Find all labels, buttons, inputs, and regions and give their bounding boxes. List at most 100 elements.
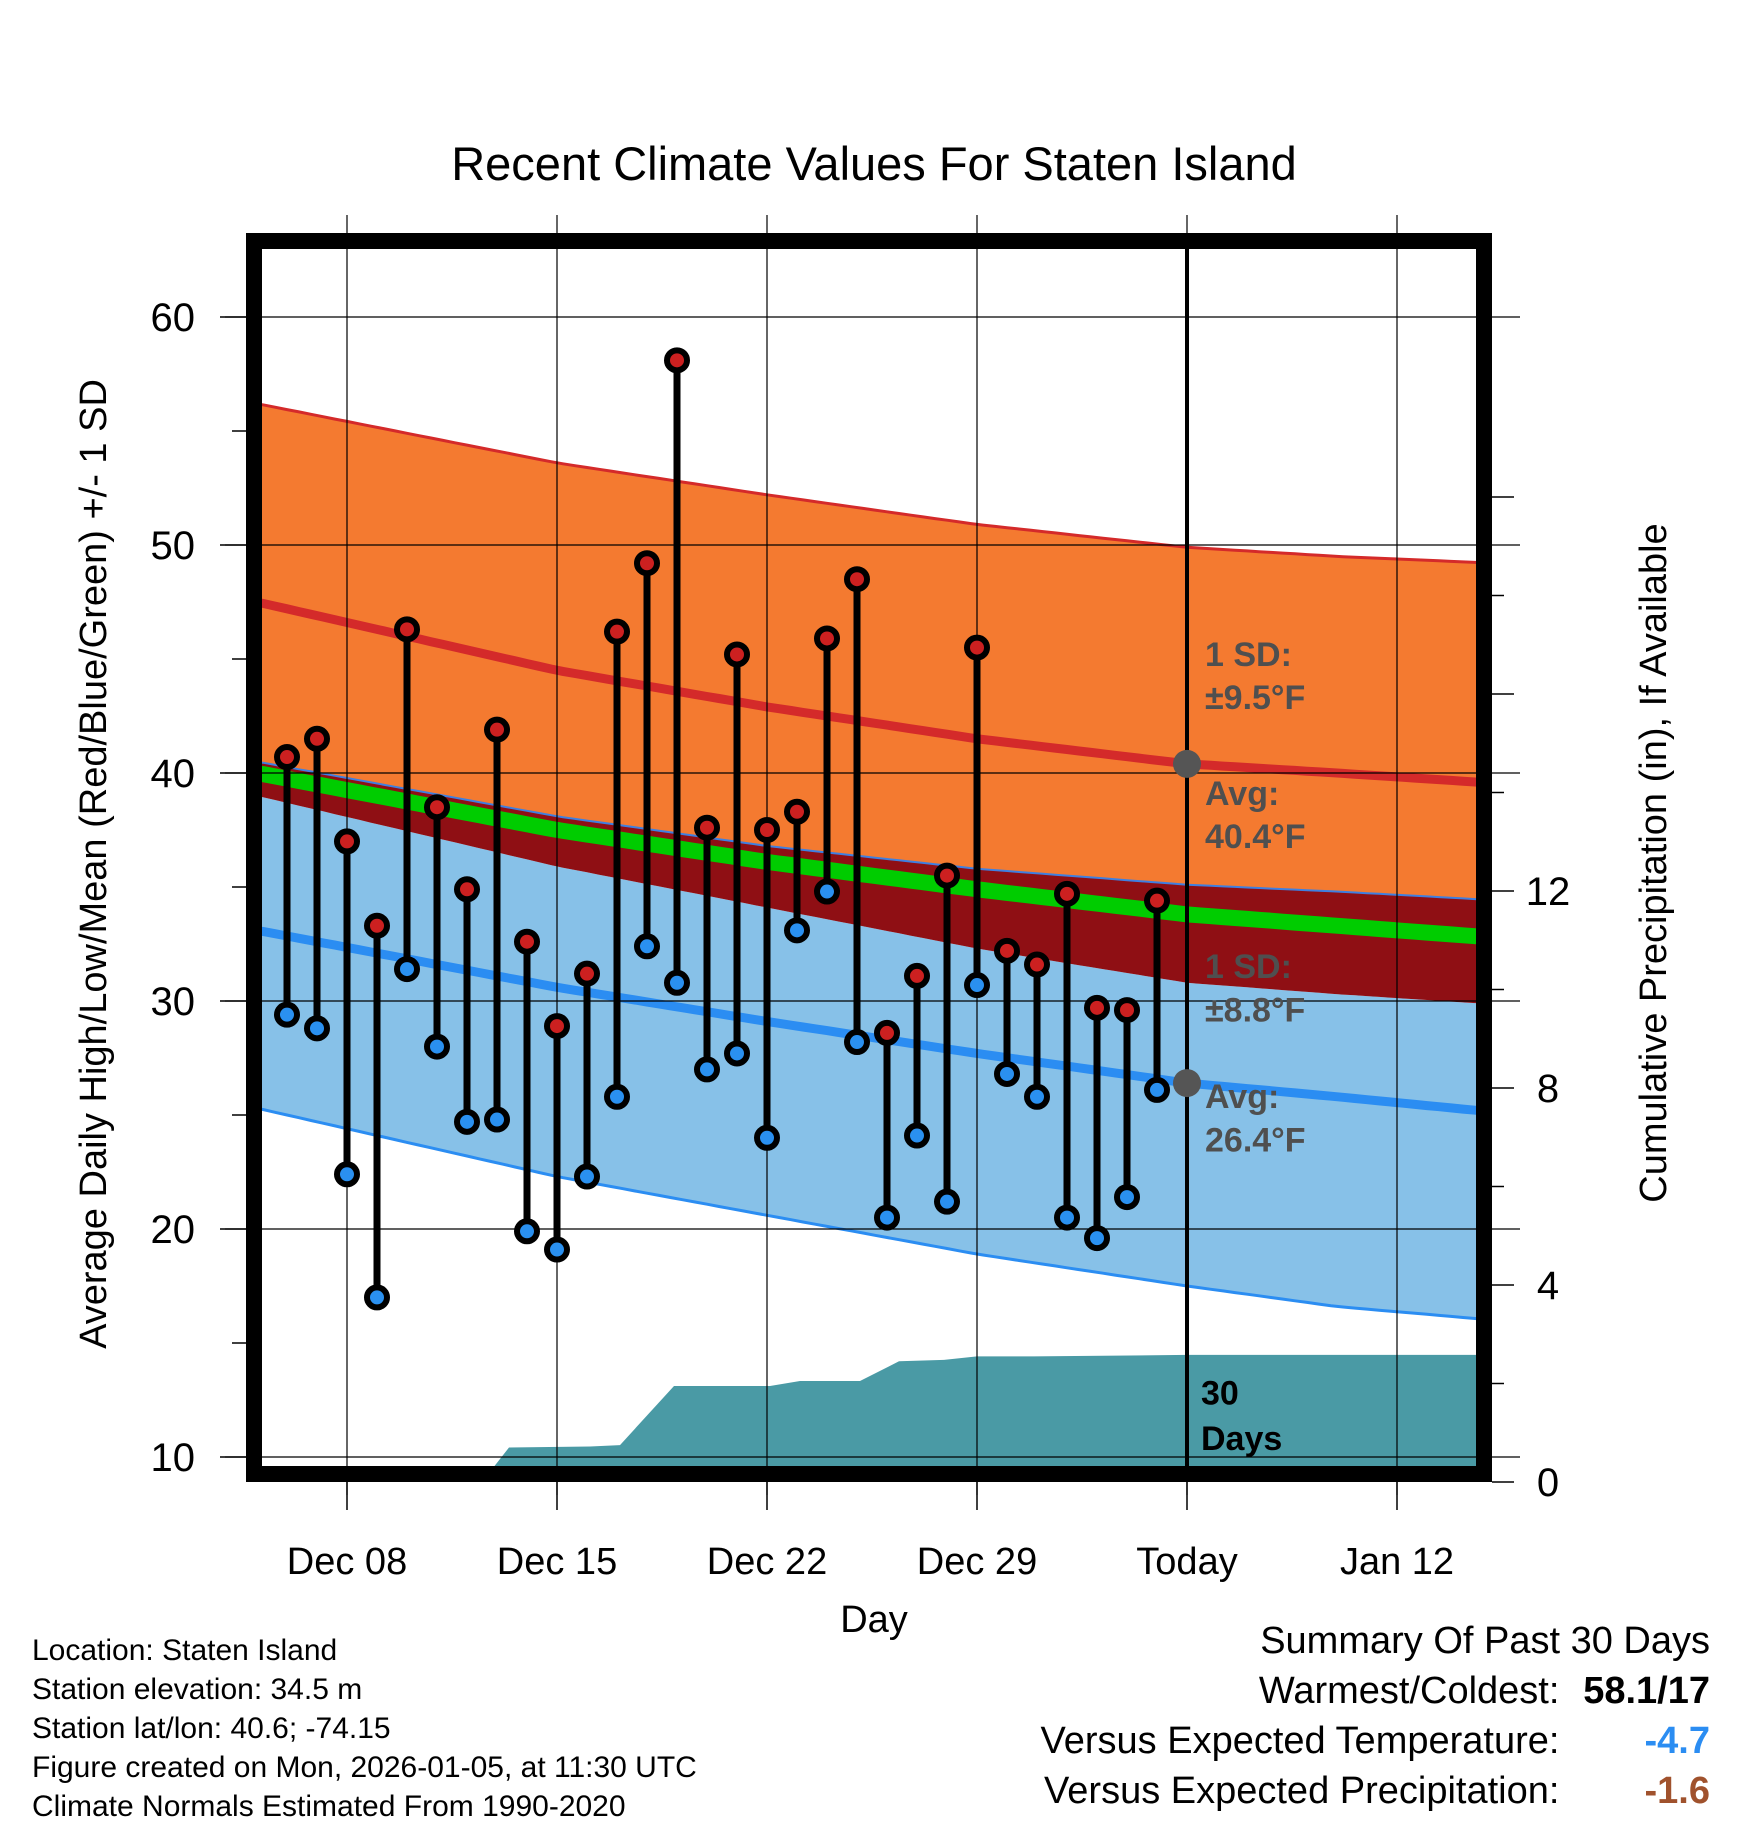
summary-precip-row: Versus Expected Precipitation: -1.6 — [1044, 1770, 1710, 1813]
high-point — [484, 716, 510, 743]
high-point — [1084, 994, 1110, 1021]
high-point — [754, 817, 780, 843]
low-point — [334, 1161, 360, 1188]
low-point — [274, 1001, 300, 1028]
x-tick-label: Dec 08 — [287, 1541, 407, 1583]
high-point — [1114, 997, 1140, 1024]
x-axis-label: Day — [840, 1599, 908, 1641]
low-minus-sd-line — [258, 1107, 1480, 1321]
footer-normals: Climate Normals Estimated From 1990-2020 — [32, 1790, 626, 1823]
high-point — [454, 876, 480, 903]
y2-tick-label: 0 — [1537, 1461, 1559, 1505]
low-point — [364, 1284, 390, 1311]
high-point — [364, 912, 390, 939]
x-tick-label: Dec 29 — [917, 1541, 1037, 1583]
summary-temp-row: Versus Expected Temperature: -4.7 — [1041, 1720, 1710, 1763]
low-sd-label: 1 SD: — [1205, 948, 1292, 986]
high-sd-value: ±9.5°F — [1205, 679, 1305, 717]
low-point — [1054, 1204, 1080, 1231]
x-tick-label: Dec 15 — [497, 1541, 617, 1583]
x-tick-label: Jan 12 — [1340, 1541, 1454, 1583]
high-avg-value: 40.4°F — [1205, 818, 1306, 856]
low-point — [394, 956, 420, 983]
high-point — [604, 618, 630, 645]
high-point — [724, 641, 750, 668]
high-point — [1054, 880, 1080, 907]
x-tick-label: Dec 22 — [707, 1541, 827, 1583]
footer-created: Figure created on Mon, 2026-01-05, at 11… — [32, 1751, 697, 1784]
y-tick-label: 20 — [151, 1208, 196, 1252]
low-point — [484, 1106, 510, 1133]
y2-axis-label: Cumulative Precipitation (in), If Availa… — [1633, 523, 1675, 1202]
low-point — [664, 969, 690, 996]
low-point — [604, 1083, 630, 1110]
high-point — [574, 960, 600, 987]
summary-title: Summary Of Past 30 Days — [1260, 1620, 1710, 1662]
high-avg-label: Avg: — [1205, 775, 1279, 813]
summary-temp-label: Versus Expected Temperature: — [1040, 1720, 1560, 1762]
y2-tick-label: 12 — [1526, 870, 1571, 914]
low-point — [964, 972, 990, 999]
today-period-label: Days — [1201, 1420, 1282, 1458]
high-minus-sd-line — [258, 761, 1480, 901]
high-point — [304, 725, 330, 752]
high-point — [874, 1019, 900, 1046]
summary-precip-label: Versus Expected Precipitation: — [1044, 1770, 1560, 1812]
low-point — [844, 1029, 870, 1056]
chart-title: Recent Climate Values For Staten Island — [451, 137, 1297, 190]
high-point — [424, 794, 450, 821]
today-low-avg-marker — [1173, 1069, 1201, 1098]
y-tick-label: 10 — [151, 1436, 196, 1480]
x-tick-label: Today — [1136, 1541, 1237, 1583]
low-avg-label: Avg: — [1205, 1078, 1279, 1116]
summary-warm-cold-value: 58.1/17 — [1583, 1670, 1710, 1712]
high-point — [394, 616, 420, 643]
low-point — [424, 1033, 450, 1060]
low-point — [994, 1060, 1020, 1087]
y-tick-label: 40 — [151, 752, 196, 796]
high-point — [694, 814, 720, 841]
plot-area — [258, 402, 1480, 1470]
y-tick-label: 50 — [151, 524, 196, 568]
high-plus-sd-line — [258, 402, 1480, 565]
high-point — [664, 347, 690, 374]
low-point — [304, 1015, 330, 1042]
y-axis-label: Average Daily High/Low/Mean (Red/Blue/Gr… — [73, 379, 115, 1349]
high-point — [994, 937, 1020, 964]
mean-line — [258, 765, 1480, 945]
footer-elevation: Station elevation: 34.5 m — [32, 1673, 363, 1706]
low-point — [724, 1040, 750, 1067]
low-point — [694, 1056, 720, 1083]
high-point — [904, 962, 930, 989]
footer-location: Location: Staten Island — [32, 1634, 338, 1667]
high-point — [634, 550, 660, 577]
high-point — [934, 862, 960, 889]
summary-warm-cold-label: Warmest/Coldest: — [1258, 1670, 1560, 1712]
low-point — [574, 1163, 600, 1190]
low-point — [514, 1218, 540, 1245]
low-point — [454, 1108, 480, 1135]
low-point — [1114, 1184, 1140, 1211]
high-point — [1024, 951, 1050, 978]
low-point — [904, 1122, 930, 1149]
high-point — [1144, 887, 1170, 914]
high-point — [514, 928, 540, 955]
summary-warm-cold-row: Warmest/Coldest: 58.1/17 — [1259, 1670, 1710, 1713]
low-point — [874, 1204, 900, 1231]
low-sd-value: ±8.8°F — [1205, 992, 1305, 1030]
high-point — [784, 798, 810, 825]
low-point — [814, 878, 840, 905]
summary-precip-value: -1.6 — [1644, 1770, 1710, 1812]
low-point — [1024, 1083, 1050, 1110]
low-sd-band — [258, 796, 1480, 1319]
low-avg-value: 26.4°F — [1205, 1121, 1306, 1159]
footer-latlon: Station lat/lon: 40.6; -74.15 — [32, 1712, 391, 1745]
high-sd-band — [258, 404, 1480, 900]
high-point — [544, 1013, 570, 1040]
today-high-avg-marker — [1173, 749, 1201, 778]
low-point — [1144, 1076, 1170, 1103]
low-point — [754, 1124, 780, 1151]
y-tick-label: 30 — [151, 980, 196, 1024]
observations — [274, 347, 1170, 1311]
